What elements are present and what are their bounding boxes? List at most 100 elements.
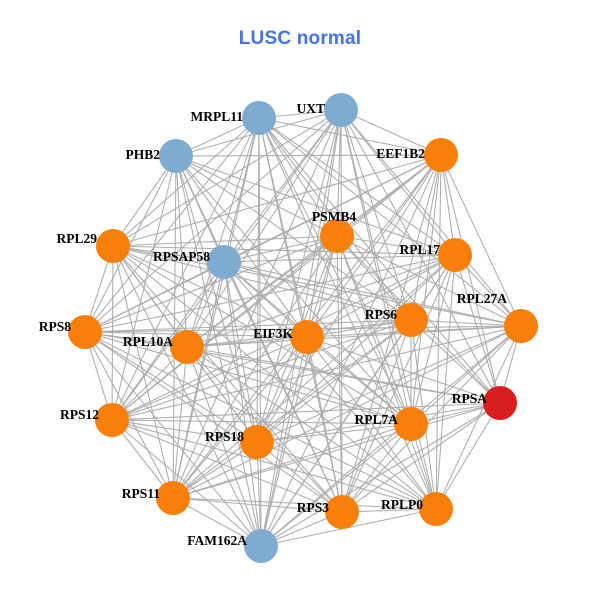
graph-edge	[223, 261, 258, 443]
graph-edge	[256, 336, 308, 443]
graph-edge	[84, 331, 174, 499]
graph-node-rpl29[interactable]	[96, 229, 130, 263]
graph-node-rpl27a[interactable]	[504, 309, 538, 343]
graph-edge	[223, 261, 262, 547]
graph-edge	[336, 235, 437, 510]
graph-edge	[440, 154, 501, 404]
graph-edge	[223, 261, 437, 510]
graph-edge	[256, 441, 262, 547]
graph-node-label-rpl27a: RPL27A	[457, 291, 508, 306]
graph-edge	[111, 325, 522, 421]
graph-node-psmb4[interactable]	[320, 219, 354, 253]
graph-node-phb2[interactable]	[159, 139, 193, 173]
graph-node-label-eef1b2: EEF1B2	[376, 146, 425, 161]
graph-node-label-rpl7a: RPL7A	[355, 412, 399, 427]
graph-edge	[84, 261, 225, 333]
graph-edge	[112, 245, 456, 256]
graph-edge	[111, 254, 456, 421]
graph-node-mrpl11[interactable]	[242, 101, 276, 135]
graph-node-rpsap58[interactable]	[207, 245, 241, 279]
graph-node-rpl10a[interactable]	[170, 330, 204, 364]
graph-node-label-rpl29: RPL29	[57, 231, 98, 246]
graph-edge	[340, 109, 442, 156]
graph-edge	[410, 325, 522, 425]
graph-edge	[111, 402, 501, 421]
graph-edge	[186, 325, 522, 348]
graph-node-rps6[interactable]	[394, 303, 428, 337]
graph-edge	[112, 109, 342, 247]
graph-edge	[112, 154, 442, 247]
graph-edge	[340, 109, 412, 425]
graph-edge	[175, 155, 188, 348]
graph-edge	[186, 346, 501, 404]
graph-node-label-rps6: RPS6	[365, 307, 398, 322]
graph-edge	[340, 109, 437, 510]
graph-edge	[186, 346, 258, 443]
graph-node-label-eif3k: EIF3K	[253, 326, 293, 341]
graph-edge	[256, 402, 501, 443]
graph-edge	[186, 346, 262, 547]
graph-edge	[410, 154, 442, 321]
graph-edge	[186, 346, 412, 425]
graph-node-label-rps12: RPS12	[60, 407, 99, 422]
label-layer: MRPL11 UXT PHB2 EEF1B2 PSMB4 RPL29 RPSAP58 RPL1…	[39, 101, 508, 548]
graph-edge	[172, 319, 412, 499]
graph-edge	[256, 319, 412, 443]
graph-edge	[340, 109, 412, 321]
graph-edge	[186, 346, 437, 510]
graph-edge	[111, 419, 412, 425]
graph-edge	[341, 254, 456, 513]
graph-edge	[410, 154, 442, 425]
graph-edge	[260, 336, 308, 547]
graph-edge	[112, 245, 262, 547]
graph-edge	[306, 154, 442, 338]
graph-node-label-rps3: RPS3	[297, 500, 330, 515]
graph-edge	[84, 155, 177, 333]
graph-node-eef1b2[interactable]	[424, 138, 458, 172]
graph-node-rps11[interactable]	[156, 481, 190, 515]
graph-node-label-rpl10a: RPL10A	[123, 334, 174, 349]
graph-edge	[336, 235, 522, 327]
graph-node-eif3k[interactable]	[290, 320, 324, 354]
graph-edge	[260, 154, 442, 547]
graph-edge	[306, 319, 412, 338]
graph-node-label-rpsap58: RPSAP58	[153, 249, 210, 264]
graph-edge	[336, 109, 342, 237]
graph-edge	[410, 319, 522, 327]
graph-node-rps12[interactable]	[95, 403, 129, 437]
graph-edge	[84, 117, 260, 333]
graph-edge	[341, 319, 412, 513]
graph-edge	[256, 423, 412, 443]
graph-node-rpsa[interactable]	[483, 386, 517, 420]
graph-node-fam162a[interactable]	[244, 529, 278, 563]
graph-edge	[258, 117, 412, 425]
graph-edge	[175, 155, 262, 547]
graph-edge	[186, 235, 338, 348]
graph-node-label-uxt: UXT	[296, 101, 325, 116]
graph-edge	[112, 245, 343, 513]
graph-edge	[84, 331, 262, 547]
graph-edge	[435, 254, 456, 510]
graph-edge	[306, 336, 412, 425]
graph-edge	[111, 346, 188, 421]
graph-node-label-rps11: RPS11	[122, 486, 161, 501]
graph-node-label-rplp0: RPLP0	[381, 497, 423, 512]
graph-node-uxt[interactable]	[324, 93, 358, 127]
graph-node-rps3[interactable]	[325, 495, 359, 529]
graph-node-rplp0[interactable]	[419, 492, 453, 526]
graph-node-rpl7a[interactable]	[394, 407, 428, 441]
graph-edge	[84, 235, 338, 333]
graph-edge	[111, 419, 343, 513]
graph-edge	[172, 423, 412, 499]
graph-node-rps18[interactable]	[240, 425, 274, 459]
graph-edge	[111, 419, 258, 443]
graph-edge	[172, 155, 177, 499]
graph-node-rps8[interactable]	[68, 315, 102, 349]
graph-edge	[336, 235, 456, 256]
graph-edge	[172, 261, 225, 499]
graph-node-rpl17[interactable]	[438, 238, 472, 272]
graph-edge	[84, 331, 437, 510]
graph-edge	[172, 346, 188, 499]
graph-edge	[260, 423, 412, 547]
